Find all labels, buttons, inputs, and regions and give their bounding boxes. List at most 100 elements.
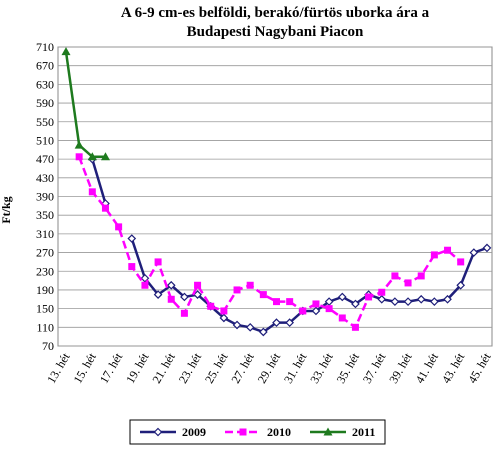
marker [207, 302, 215, 310]
y-tick-label: 230 [36, 264, 54, 278]
marker [180, 309, 188, 317]
marker [88, 188, 96, 196]
marker [390, 297, 400, 306]
x-tick-label: 35. hét [334, 350, 363, 386]
marker [140, 273, 150, 283]
marker [219, 313, 229, 323]
y-tick-label: 270 [36, 246, 54, 260]
marker [154, 258, 162, 266]
x-tick-label: 19. hét [123, 350, 152, 386]
marker [403, 297, 413, 306]
marker [337, 292, 347, 302]
marker [299, 307, 307, 315]
chart-title: Budapesti Nagybani Piacon [187, 24, 364, 40]
marker [273, 298, 280, 306]
x-tick-label: 15. hét [70, 350, 99, 386]
y-tick-label: 310 [36, 227, 54, 241]
y-tick-label: 510 [36, 133, 54, 147]
marker [167, 295, 175, 303]
marker [259, 291, 267, 299]
y-tick-label: 390 [36, 190, 54, 204]
marker [417, 272, 425, 280]
marker [324, 297, 334, 306]
marker [258, 327, 268, 337]
marker [127, 234, 137, 243]
marker [391, 272, 399, 280]
x-tick-label: 21. hét [149, 350, 178, 386]
marker [323, 427, 333, 436]
x-tick-label: 29. hét [255, 350, 284, 386]
x-tick-label: 39. hét [386, 350, 415, 386]
marker [285, 318, 295, 327]
legend-box [129, 419, 386, 445]
marker [232, 320, 242, 330]
marker [469, 248, 479, 257]
legend-label: 2010 [267, 425, 291, 439]
chart-title: A 6-9 cm-es belföldi, berakó/fürtös ubor… [121, 5, 430, 21]
y-tick-label: 670 [36, 59, 54, 73]
marker [457, 258, 465, 266]
marker [100, 152, 110, 161]
marker [87, 152, 97, 161]
y-tick-label: 630 [36, 77, 54, 91]
marker [245, 322, 255, 332]
y-tick-label: 350 [36, 208, 54, 222]
marker [61, 47, 71, 56]
y-tick-label: 550 [36, 115, 54, 129]
x-tick-label: 43. hét [439, 350, 468, 386]
y-tick-label: 470 [36, 152, 54, 166]
x-tick-label: 25. hét [202, 350, 231, 386]
marker [443, 294, 452, 304]
marker [128, 263, 136, 271]
y-tick-label: 110 [36, 320, 54, 334]
marker [74, 140, 84, 149]
marker [312, 300, 320, 308]
marker [416, 294, 426, 304]
marker [246, 281, 254, 289]
y-axis-label: Ft/kg [0, 196, 13, 223]
x-tick-label: 41. hét [413, 350, 442, 386]
x-tick-label: 31. hét [281, 350, 310, 386]
marker [365, 293, 373, 301]
x-tick-label: 33. hét [307, 350, 336, 386]
marker [141, 281, 149, 289]
marker [378, 288, 386, 296]
marker [404, 279, 412, 287]
marker [311, 306, 321, 316]
x-tick-label: 37. hét [360, 350, 389, 386]
marker [75, 153, 83, 161]
y-tick-label: 710 [36, 40, 54, 54]
marker [153, 290, 163, 299]
marker [233, 286, 241, 294]
marker [482, 243, 492, 253]
marker [166, 280, 176, 290]
marker [338, 314, 346, 322]
marker [153, 427, 163, 437]
x-tick-label: 45. hét [465, 350, 494, 386]
y-tick-label: 590 [36, 96, 54, 110]
y-tick-label: 190 [36, 283, 54, 297]
series-line [64, 51, 106, 159]
x-tick-label: 13. hét [44, 350, 73, 386]
marker [377, 294, 387, 304]
marker [325, 305, 333, 313]
marker [444, 246, 452, 254]
marker [115, 223, 123, 231]
marker [286, 298, 294, 306]
marker [193, 290, 202, 299]
marker [194, 281, 202, 289]
y-tick-label: 430 [36, 171, 54, 185]
marker [430, 251, 438, 259]
legend-label: 2009 [182, 425, 206, 439]
marker [430, 297, 439, 306]
y-tick-label: 150 [36, 302, 54, 316]
y-tick-label: 70 [42, 339, 54, 353]
marker [272, 318, 281, 327]
legend-label: 2011 [352, 425, 375, 439]
x-tick-label: 27. hét [228, 350, 257, 386]
x-tick-label: 23. hét [176, 350, 205, 386]
marker [220, 307, 228, 315]
marker [101, 204, 109, 212]
marker [351, 299, 360, 309]
